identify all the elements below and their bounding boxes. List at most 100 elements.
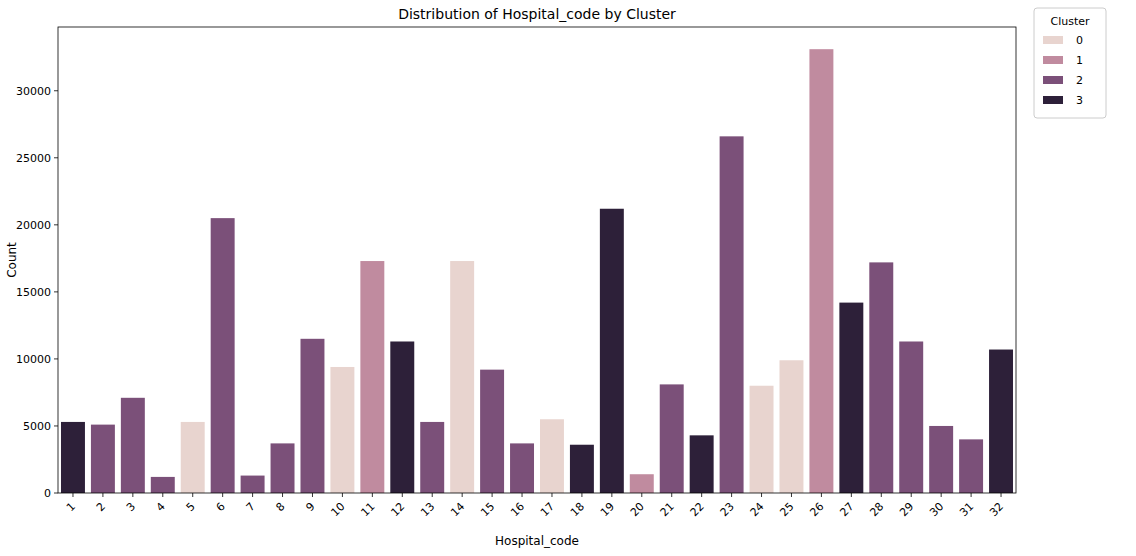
x-tick	[372, 493, 373, 497]
title: Distribution of Hospital_code by Cluster	[398, 6, 676, 22]
x-tick-label: 23	[718, 500, 737, 519]
y-tick	[54, 425, 58, 426]
x-tick-label: 11	[358, 500, 377, 519]
legend-label: 1	[1076, 54, 1083, 67]
x-tick-label: 28	[867, 500, 886, 519]
bar	[480, 370, 504, 493]
y-tick	[54, 224, 58, 225]
legend-swatch	[1043, 56, 1063, 64]
x-tick-label: 5	[184, 500, 198, 514]
bar	[420, 422, 444, 493]
x-tick	[941, 493, 942, 497]
x-tick	[551, 493, 552, 497]
bar	[959, 439, 983, 493]
x-tick-label: 18	[568, 500, 587, 519]
legend	[1034, 8, 1106, 118]
x-tick-label: 7	[244, 500, 258, 514]
legend-swatch	[1043, 36, 1063, 44]
x-label: Hospital_code	[495, 534, 579, 548]
x-tick	[911, 493, 912, 497]
x-tick	[611, 493, 612, 497]
x-tick	[641, 493, 642, 497]
x-tick-label: 30	[927, 500, 946, 519]
x-tick	[282, 493, 283, 497]
bar	[241, 476, 265, 493]
x-tick	[342, 493, 343, 497]
x-tick-label: 24	[748, 500, 767, 519]
x-tick-label: 31	[957, 500, 976, 519]
bar	[181, 422, 205, 493]
bar	[630, 474, 654, 493]
x-tick	[252, 493, 253, 497]
bar	[690, 435, 714, 493]
y-tick-label: 30000	[16, 85, 51, 98]
x-tick	[132, 493, 133, 497]
x-tick	[222, 493, 223, 497]
x-tick	[312, 493, 313, 497]
x-tick-label: 1	[64, 500, 78, 514]
x-tick	[791, 493, 792, 497]
bar	[91, 425, 115, 493]
bar	[121, 398, 145, 493]
x-tick-label: 2	[94, 500, 108, 514]
bar	[929, 426, 953, 493]
bar	[869, 262, 893, 493]
x-tick-label: 3	[124, 500, 138, 514]
x-tick-label: 10	[328, 500, 347, 519]
x-tick-label: 26	[807, 500, 826, 519]
bar	[211, 218, 235, 493]
y-tick-label: 5000	[23, 420, 51, 433]
x-tick	[72, 493, 73, 497]
x-tick	[701, 493, 702, 497]
y-tick	[54, 157, 58, 158]
x-tick	[102, 493, 103, 497]
x-tick	[851, 493, 852, 497]
bar	[600, 209, 624, 493]
legend-label: 2	[1076, 74, 1083, 87]
bar	[660, 384, 684, 493]
bar	[750, 386, 774, 493]
x-tick	[402, 493, 403, 497]
y-tick-label: 15000	[16, 286, 51, 299]
x-tick-label: 21	[658, 500, 677, 519]
bar	[330, 367, 354, 493]
y-tick-label: 0	[44, 487, 51, 500]
x-tick	[162, 493, 163, 497]
x-tick-label: 6	[214, 500, 228, 514]
x-tick	[581, 493, 582, 497]
y-tick	[54, 493, 58, 494]
y-label: Count	[5, 242, 19, 278]
x-tick-label: 17	[538, 500, 557, 519]
x-tick	[761, 493, 762, 497]
bar	[300, 339, 324, 493]
legend-label: 3	[1076, 94, 1083, 107]
x-tick	[731, 493, 732, 497]
bar	[779, 360, 803, 493]
bar	[570, 445, 594, 493]
x-tick	[881, 493, 882, 497]
bar	[450, 261, 474, 493]
y-tick-label: 10000	[16, 353, 51, 366]
x-tick-label: 25	[777, 500, 796, 519]
x-tick	[971, 493, 972, 497]
x-tick-label: 16	[508, 500, 527, 519]
x-tick-label: 15	[478, 500, 497, 519]
y-tick-label: 25000	[16, 152, 51, 165]
bars	[61, 49, 1013, 493]
x-tick	[1001, 493, 1002, 497]
bar	[540, 419, 564, 493]
x-tick	[671, 493, 672, 497]
bar	[271, 443, 295, 493]
bar	[390, 341, 414, 493]
x-tick-label: 9	[303, 500, 317, 514]
chart: Distribution of Hospital_code by Cluster…	[0, 0, 1136, 556]
x-tick-label: 29	[897, 500, 916, 519]
bar	[151, 477, 175, 493]
x-tick-label: 22	[688, 500, 707, 519]
bar	[360, 261, 384, 493]
x-tick-label: 14	[448, 500, 467, 519]
y-tick	[54, 90, 58, 91]
bar	[720, 136, 744, 493]
y-tick-label: 20000	[16, 219, 51, 232]
x-tick	[192, 493, 193, 497]
